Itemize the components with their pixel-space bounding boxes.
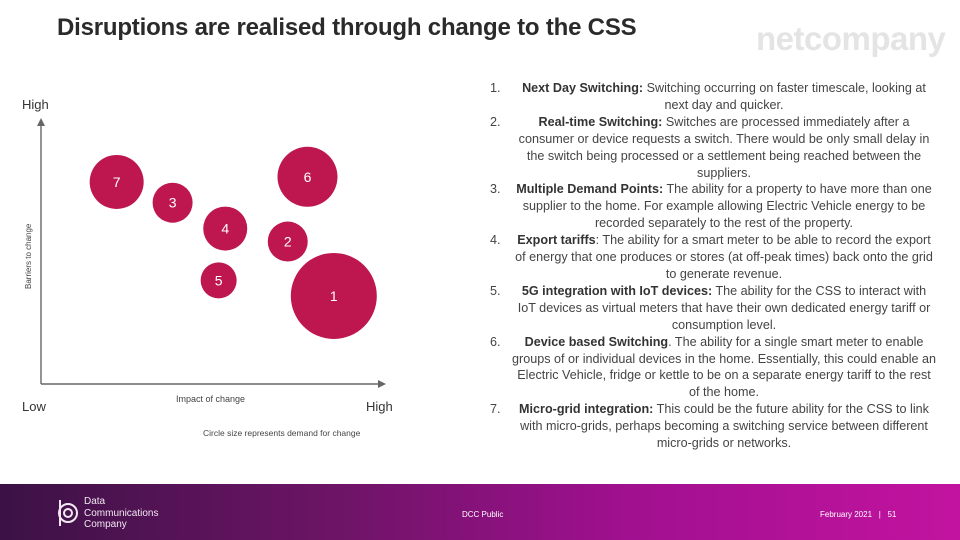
- slide-title: Disruptions are realised through change …: [57, 14, 637, 41]
- list-item-number: 2.: [490, 114, 501, 129]
- list-item-heading: Multiple Demand Points:: [516, 182, 664, 197]
- list-item-number: 6.: [490, 334, 501, 349]
- bubble-label-4: 4: [221, 221, 229, 237]
- bubble-layer: 7 3 4 6 2 5 1: [89, 146, 377, 339]
- list-item-text: . The ability for a single smart meter t…: [512, 334, 937, 400]
- bubble-4: [203, 206, 248, 251]
- classification-label: DCC Public: [462, 510, 504, 519]
- list-item-text: Switching occurring on faster timescale,…: [643, 81, 926, 112]
- bubble-label-7: 7: [113, 174, 121, 190]
- footer-bar: [0, 484, 960, 540]
- list-item-heading: Next Day Switching:: [522, 81, 644, 95]
- bubble-chart: 7 3 4 6 2 5 1 High Low High Impact of change B…: [22, 97, 393, 438]
- bubble-label-2: 2: [284, 234, 292, 250]
- bubble-6: [277, 146, 338, 207]
- bubble-label-1: 1: [330, 288, 338, 304]
- list-item-heading: Export tariffs: [517, 233, 596, 248]
- list-item-heading: Micro-grid integration:: [519, 402, 654, 417]
- list-item-number: 5.: [490, 283, 501, 298]
- list-item-heading: 5G integration with IoT devices:: [521, 283, 713, 298]
- list-item: 3. Multiple Demand Points: The ability fo…: [484, 181, 936, 232]
- list-item-heading: Device based Switching: [524, 334, 669, 349]
- x-high-label: High: [366, 399, 393, 414]
- list-item: 4. Export tariffs: The ability for a smar…: [484, 232, 936, 283]
- page-info: February 2021 | 51: [820, 510, 896, 519]
- list-item-text: The ability for a property to have more …: [522, 182, 932, 231]
- list-item-number: 7.: [490, 402, 501, 417]
- list-item: 7. Micro-grid integration: This could be …: [484, 401, 936, 452]
- switching-types-list: 1. Next Day Switching: Switching occurrin…: [484, 80, 936, 452]
- list-item: 1. Next Day Switching: Switching occurrin…: [484, 80, 936, 114]
- origin-label: Low: [22, 399, 46, 414]
- bubble-label-6: 6: [304, 169, 312, 185]
- list-item: 5. 5G integration with IoT devices: The a…: [484, 283, 936, 334]
- list-item-number: 4.: [490, 233, 501, 248]
- list-item-text: : The ability for a smart meter to be ab…: [515, 233, 933, 281]
- bubble-label-3: 3: [169, 195, 177, 211]
- y-high-label: High: [22, 97, 49, 112]
- bubble-7: [89, 154, 144, 209]
- footer-date: February 2021: [820, 510, 873, 519]
- size-note: Circle size represents demand for change: [203, 428, 361, 438]
- list-item: 6. Device based Switching. The ability fo…: [484, 334, 936, 402]
- bubble-label-5: 5: [215, 272, 223, 288]
- y-axis-label: Barriers to change: [24, 223, 33, 289]
- list-item-heading: Real-time Switching:: [538, 114, 663, 129]
- netcompany-logo: netcompany: [756, 20, 946, 57]
- bubble-5: [200, 262, 237, 299]
- footer-separator: |: [878, 510, 881, 519]
- list-item: 2. Real-time Switching: Switches are proc…: [484, 114, 936, 182]
- page-number: 51: [887, 510, 897, 519]
- list-item-number: 1.: [490, 81, 501, 95]
- list-item-text: This could be the future ability for the…: [520, 402, 929, 451]
- bubble-1: [290, 252, 377, 339]
- list-item-number: 3.: [490, 182, 501, 197]
- bubble-3: [152, 182, 193, 223]
- list-item-text: Switches are processed immediately after…: [518, 114, 930, 180]
- list-item-text: The ability for the CSS to interact with…: [517, 283, 931, 332]
- dcc-wordmark: Data Communications Company: [84, 496, 159, 530]
- dcc-logo-icon: [58, 500, 78, 526]
- bubble-2: [267, 221, 308, 262]
- x-axis-label: Impact of change: [176, 394, 245, 404]
